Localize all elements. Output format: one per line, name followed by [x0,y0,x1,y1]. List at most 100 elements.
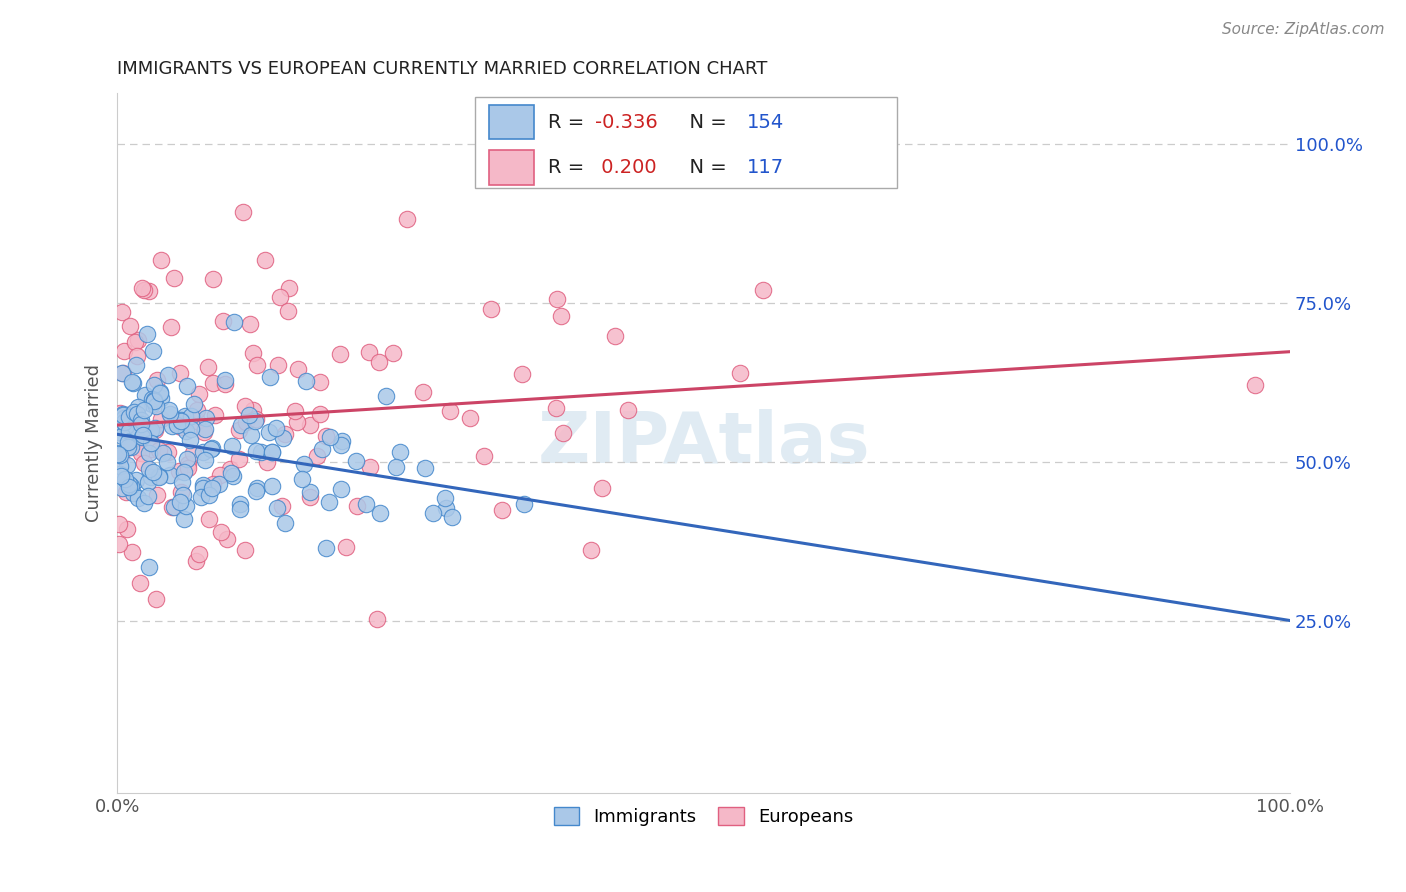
Point [329,346,352,360]
Point [114,411,136,425]
Point [136,489,159,503]
Point [170,413,193,427]
Point [111,407,134,421]
Point [115,458,138,472]
Point [162,500,184,515]
Point [224,315,246,329]
Point [143,377,166,392]
Point [125,473,148,487]
Point [121,545,143,559]
Point [145,592,167,607]
Legend: Immigrants, Europeans: Immigrants, Europeans [547,799,860,833]
Point [111,366,134,380]
Text: -0.336: -0.336 [595,112,657,131]
Point [191,478,214,492]
Point [195,411,218,425]
Point [242,345,264,359]
Point [138,446,160,460]
Point [274,426,297,441]
Point [135,327,157,342]
Point [221,439,243,453]
Point [129,576,152,591]
Point [148,468,170,483]
Point [186,414,208,428]
Point [198,488,221,502]
Text: Source: ZipAtlas.com: Source: ZipAtlas.com [1222,22,1385,37]
Point [190,491,212,505]
Point [209,524,232,539]
Point [546,401,568,416]
Point [145,373,167,387]
Point [374,389,396,403]
Point [440,510,463,524]
Point [728,367,751,381]
Point [132,427,155,442]
Point [112,419,135,434]
Point [131,413,153,427]
Point [127,440,149,454]
Point [118,410,141,425]
Point [291,472,314,486]
Point [152,446,174,460]
Point [179,433,201,447]
Point [318,494,340,508]
Point [346,500,368,514]
Point [138,461,160,475]
Point [217,532,239,546]
Point [274,516,297,531]
Point [132,496,155,510]
Point [315,429,337,443]
Text: 0.200: 0.200 [595,158,657,177]
Point [112,408,135,422]
Point [194,452,217,467]
Point [138,284,160,298]
Point [385,460,408,475]
Point [150,391,173,405]
Point [131,430,153,444]
Point [120,440,142,454]
Point [193,425,215,440]
Text: 117: 117 [747,158,785,177]
Point [246,481,269,495]
Point [256,455,278,469]
Point [156,445,179,459]
Point [202,376,225,390]
Point [202,477,225,491]
Point [269,290,291,304]
Point [235,415,257,429]
Point [180,409,202,423]
Point [318,430,340,444]
Point [141,423,163,437]
Point [413,461,436,475]
Point [186,403,208,417]
Point [214,373,236,387]
Point [245,412,267,426]
Point [166,418,188,433]
Text: R =: R = [547,158,591,177]
Point [138,425,160,439]
Point [228,497,250,511]
Point [108,537,131,551]
Point [309,407,332,421]
Bar [489,150,533,185]
Point [176,379,198,393]
Point [159,467,181,482]
Point [752,283,775,297]
Point [591,481,613,495]
Point [395,211,418,226]
Point [209,467,232,482]
Point [124,419,146,434]
Point [181,446,204,460]
Point [115,419,138,434]
Point [1243,378,1265,392]
Point [111,305,134,319]
Point [173,512,195,526]
Point [433,491,456,506]
Point [141,397,163,411]
Point [114,485,136,500]
Point [603,328,626,343]
Point [129,446,152,460]
Point [245,444,267,458]
Point [117,440,139,454]
Point [145,423,167,437]
